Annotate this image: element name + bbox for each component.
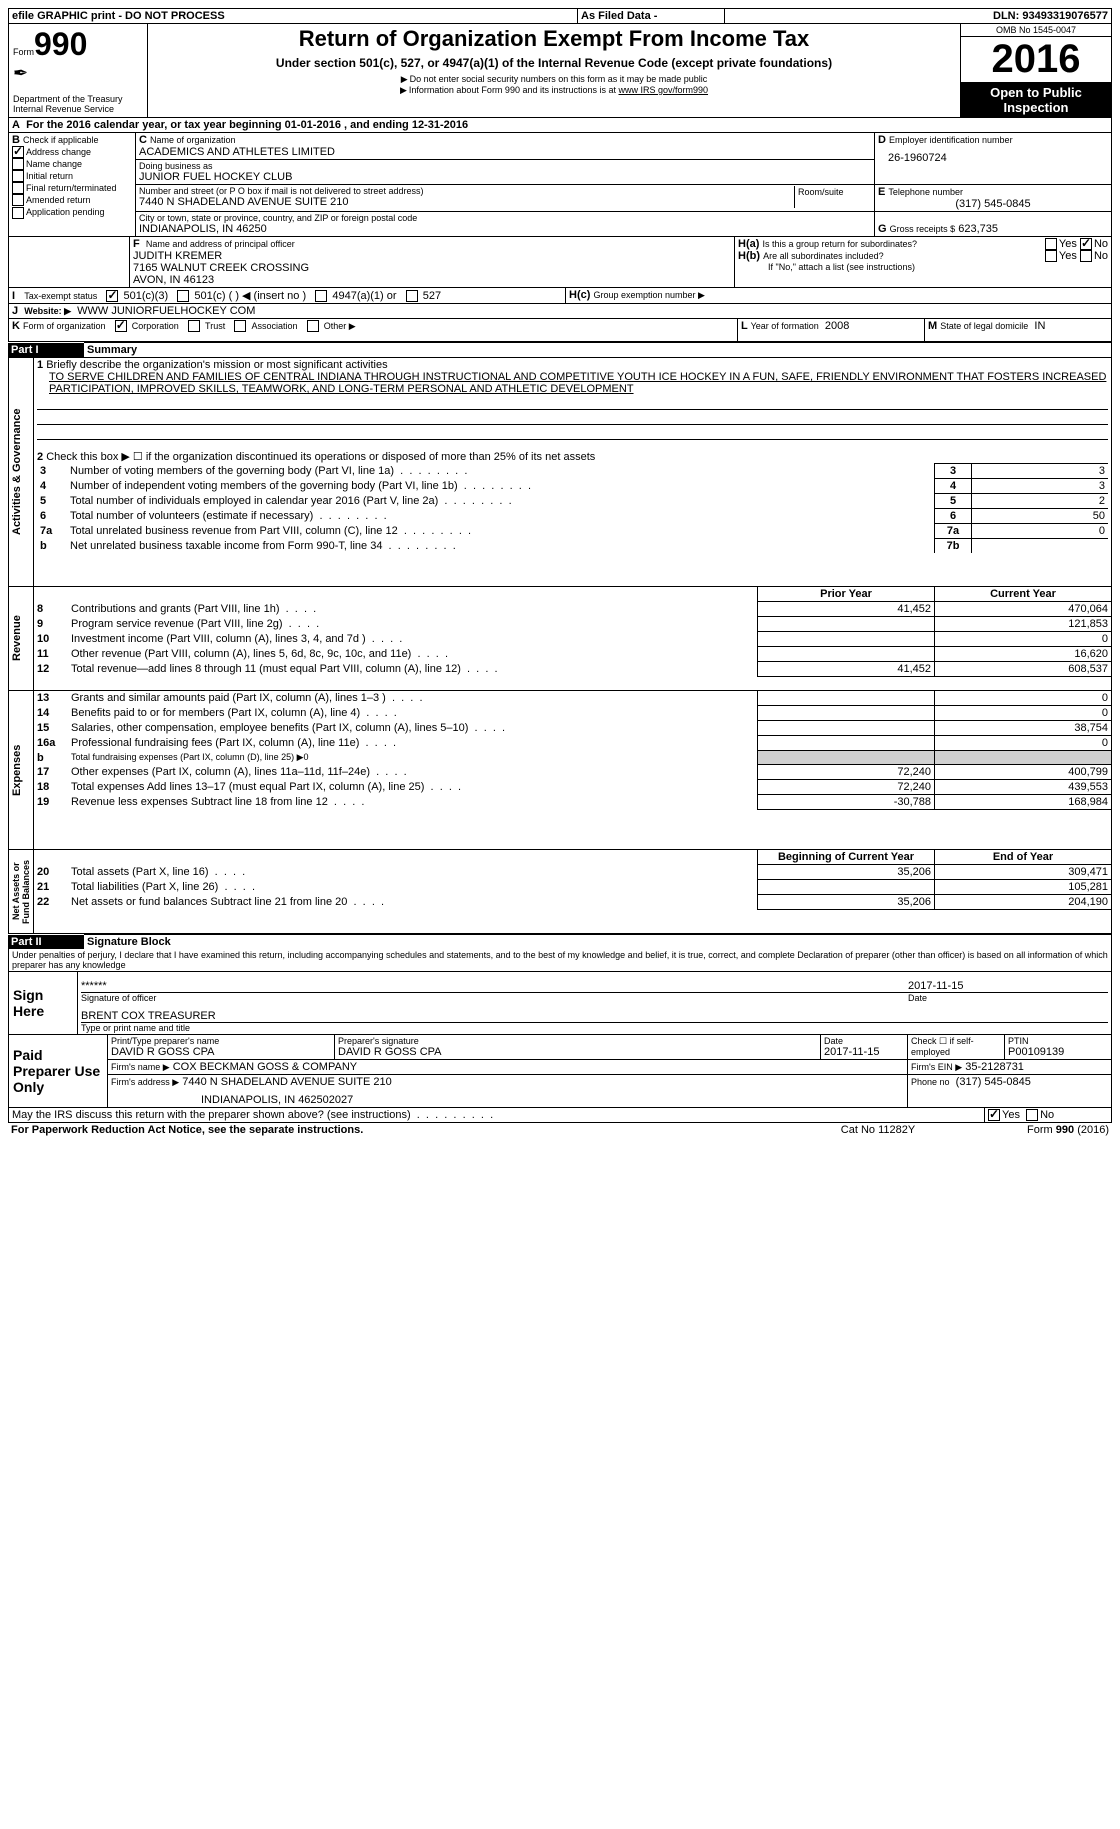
- dln: DLN: 93493319076577: [725, 9, 1112, 24]
- open-inspection: Open to Public Inspection: [961, 83, 1111, 117]
- ein: 26-1960724: [888, 152, 1108, 164]
- 4947-checkbox[interactable]: [315, 290, 327, 302]
- 501c-checkbox[interactable]: [177, 290, 189, 302]
- part-i-header: Part I Summary: [8, 342, 1112, 357]
- org-form-block: K Form of organization Corporation Trust…: [8, 319, 1112, 342]
- amended-return-checkbox[interactable]: [12, 194, 24, 206]
- efile-notice: efile GRAPHIC print - DO NOT PROCESS: [9, 9, 578, 24]
- dba: JUNIOR FUEL HOCKEY CLUB: [139, 171, 871, 183]
- initial-return-checkbox[interactable]: [12, 170, 24, 182]
- org-name: ACADEMICS AND ATHLETES LIMITED: [139, 146, 871, 158]
- discuss-yes-checkbox[interactable]: [988, 1109, 1000, 1121]
- mission-text: TO SERVE CHILDREN AND FAMILIES OF CENTRA…: [37, 371, 1108, 395]
- final-return-checkbox[interactable]: [12, 182, 24, 194]
- assoc-checkbox[interactable]: [234, 320, 246, 332]
- street-address: 7440 N SHADELAND AVENUE SUITE 210: [139, 196, 794, 208]
- form-number: 990: [34, 26, 87, 62]
- hb-yes-checkbox[interactable]: [1045, 250, 1057, 262]
- side-revenue: Revenue: [9, 587, 25, 690]
- entity-block: B Check if applicable Address change Nam…: [8, 133, 1112, 237]
- trust-checkbox[interactable]: [188, 320, 200, 332]
- tax-year: 2016: [961, 37, 1111, 83]
- perjury-statement: Under penalties of perjury, I declare th…: [8, 949, 1112, 972]
- gross-receipts: 623,735: [958, 223, 998, 235]
- form-header: Form990 ✒ Department of the Treasury Int…: [8, 24, 1112, 118]
- ha-no-checkbox[interactable]: [1080, 238, 1092, 250]
- side-activities-governance: Activities & Governance: [9, 358, 25, 586]
- sign-here-block: Sign Here ****** 2017-11-15 Signature of…: [8, 972, 1112, 1035]
- city-state-zip: INDIANAPOLIS, IN 46250: [139, 223, 871, 235]
- 501c3-checkbox[interactable]: [106, 290, 118, 302]
- other-checkbox[interactable]: [307, 320, 319, 332]
- name-change-checkbox[interactable]: [12, 158, 24, 170]
- officer-group-block: F Name and address of principal officer …: [8, 237, 1112, 288]
- side-expenses: Expenses: [9, 691, 25, 849]
- side-net-assets: Net Assets or Fund Balances: [9, 850, 33, 933]
- top-bar: efile GRAPHIC print - DO NOT PROCESS As …: [8, 8, 1112, 24]
- phone: (317) 545-0845: [878, 198, 1108, 210]
- form-title: Return of Organization Exempt From Incom…: [152, 26, 956, 52]
- tax-status-block: I Tax-exempt status 501(c)(3) 501(c) ( )…: [8, 288, 1112, 319]
- ha-yes-checkbox[interactable]: [1045, 238, 1057, 250]
- officer-name: BRENT COX TREASURER: [81, 1010, 1108, 1023]
- discuss-block: May the IRS discuss this return with the…: [8, 1108, 1112, 1123]
- footer: For Paperwork Reduction Act Notice, see …: [8, 1123, 1112, 1137]
- part-ii-header: Part II Signature Block: [8, 934, 1112, 949]
- section-a: A For the 2016 calendar year, or tax yea…: [8, 118, 1112, 133]
- 527-checkbox[interactable]: [406, 290, 418, 302]
- hb-no-checkbox[interactable]: [1080, 250, 1092, 262]
- as-filed: As Filed Data -: [578, 9, 725, 24]
- address-change-checkbox[interactable]: [12, 146, 24, 158]
- website: WWW JUNIORFUELHOCKEY COM: [77, 305, 255, 317]
- part-i-body: Activities & Governance 1 Briefly descri…: [8, 357, 1112, 934]
- application-pending-checkbox[interactable]: [12, 207, 24, 219]
- discuss-no-checkbox[interactable]: [1026, 1109, 1038, 1121]
- corp-checkbox[interactable]: [115, 320, 127, 332]
- paid-preparer-block: Paid Preparer Use Only Print/Type prepar…: [8, 1035, 1112, 1108]
